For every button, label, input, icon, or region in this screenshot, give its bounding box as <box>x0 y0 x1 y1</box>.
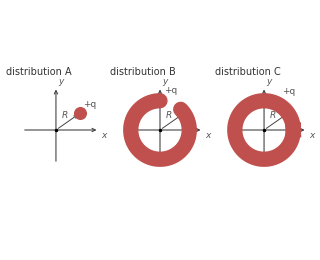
Text: distribution C: distribution C <box>214 67 280 77</box>
Text: y: y <box>162 77 167 86</box>
Text: x: x <box>309 131 315 140</box>
Text: +q: +q <box>164 86 177 95</box>
Text: +q: +q <box>283 87 296 96</box>
Text: distribution B: distribution B <box>110 67 176 77</box>
Text: R: R <box>62 111 68 120</box>
Text: y: y <box>266 77 271 86</box>
Text: y: y <box>58 77 63 86</box>
Text: R: R <box>270 111 276 120</box>
Text: R: R <box>166 111 172 120</box>
Text: x: x <box>205 131 211 140</box>
Text: x: x <box>101 131 107 140</box>
Text: +q: +q <box>83 100 96 109</box>
Text: distribution A: distribution A <box>6 67 72 77</box>
Point <box>77 111 83 115</box>
